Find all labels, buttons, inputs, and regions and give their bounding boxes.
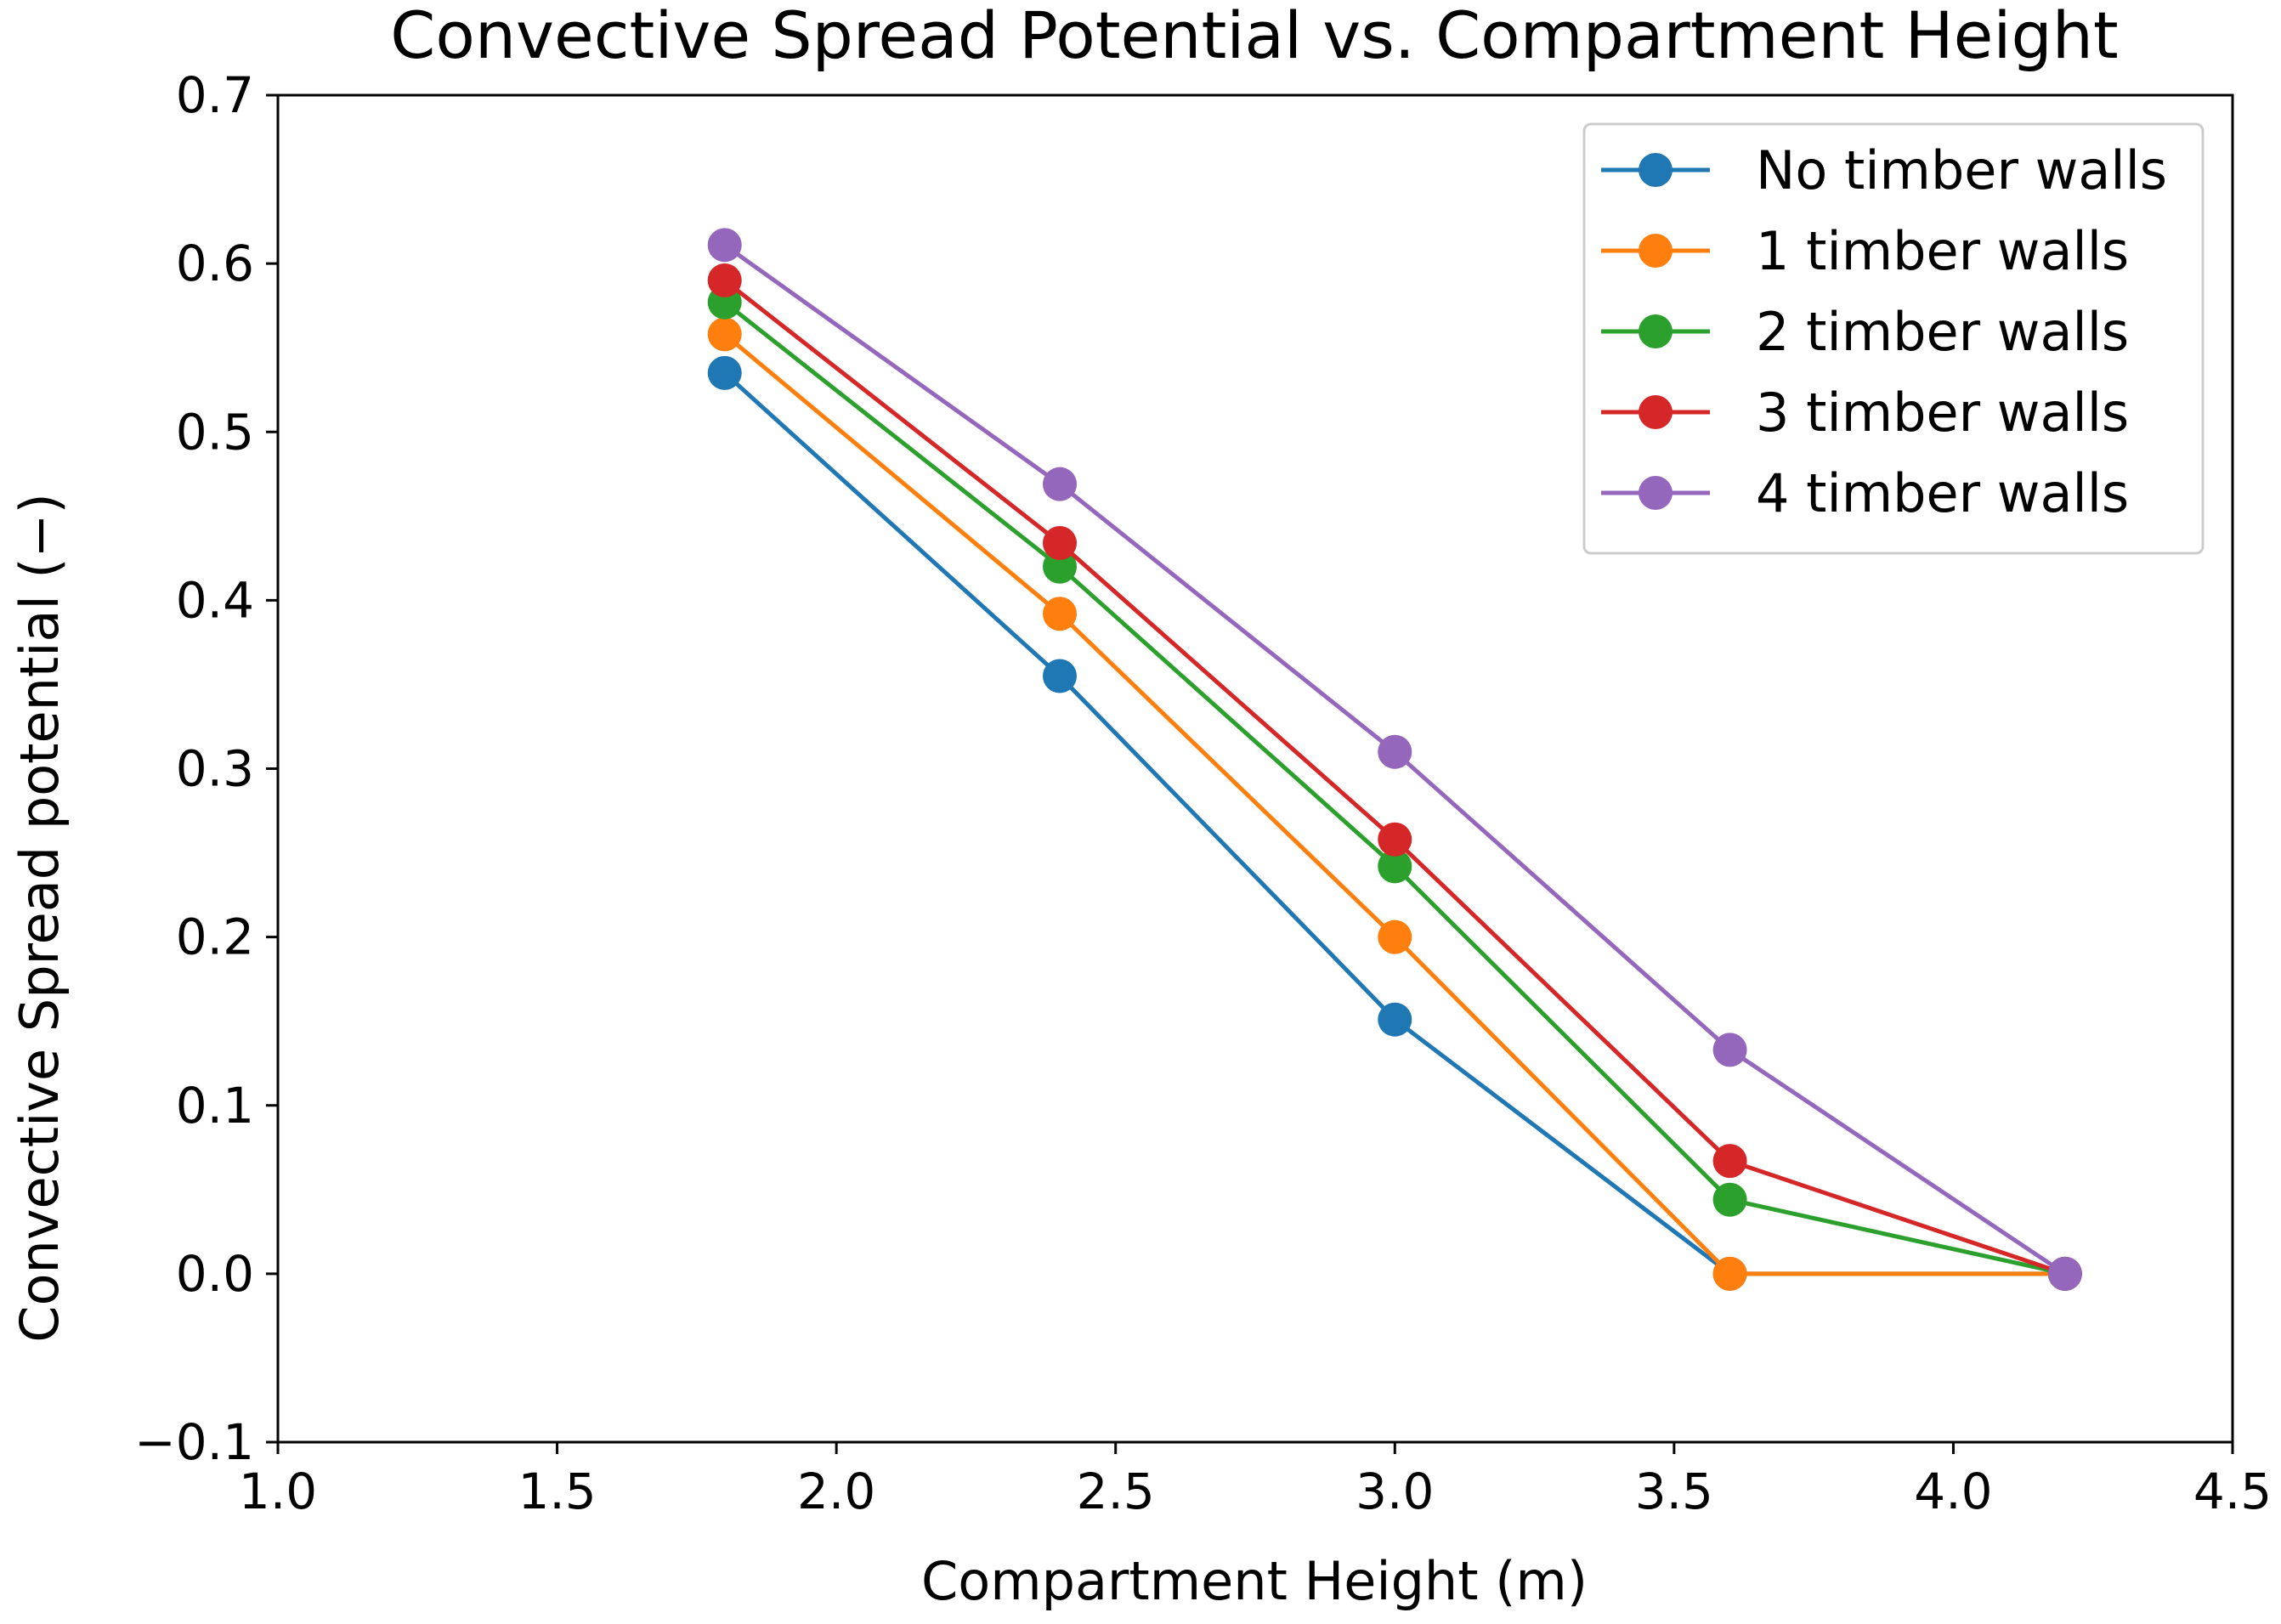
chart-title: Convective Spread Potential vs. Compartm… [390, 0, 2118, 73]
y-axis-label: Convective Spread potential (−) [8, 493, 71, 1342]
y-tick-label: 0.0 [176, 1245, 254, 1303]
data-point [1378, 734, 1412, 769]
data-point [1378, 920, 1412, 954]
legend-box [1582, 122, 2205, 555]
data-point [1712, 1033, 1747, 1067]
data-point [1378, 849, 1412, 884]
legend-item-1-timber-walls: 1 timber walls [1601, 220, 2129, 282]
legend-marker [1639, 314, 1673, 348]
y-tick-label: −0.1 [134, 1413, 254, 1471]
data-point [2047, 1256, 2082, 1291]
y-tick-label: 0.4 [176, 571, 254, 629]
data-point [707, 317, 742, 352]
x-tick-label: 2.5 [1077, 1463, 1155, 1520]
y-tick-label: 0.3 [176, 740, 254, 798]
data-point [1043, 659, 1077, 693]
y-tick-label: 0.2 [176, 908, 254, 966]
data-point [707, 355, 742, 390]
data-point [1043, 549, 1077, 584]
y-tick-label: 0.7 [176, 66, 254, 124]
data-point [1378, 1002, 1412, 1037]
data-point [707, 263, 742, 297]
legend-label: 3 timber walls [1756, 382, 2129, 444]
y-tick-label: 0.6 [176, 235, 254, 292]
x-tick-label: 1.5 [518, 1463, 596, 1520]
legend-label: 2 timber walls [1756, 301, 2129, 363]
data-point [1712, 1144, 1747, 1179]
series-4-timber-walls [707, 228, 2082, 1291]
data-point [1712, 1182, 1747, 1217]
legend-item-3-timber-walls: 3 timber walls [1601, 382, 2129, 444]
legend: No timber walls 1 timber walls 2 timber wa… [1582, 122, 2205, 555]
axes-ticks: 1.0 1.5 2.0 2.5 3.0 3.5 4.0 4.5 −0.1 0.0 0.1 0.2 0.3… [134, 66, 2272, 1520]
plot-frame [276, 93, 2234, 1444]
legend-marker [1639, 234, 1673, 268]
legend-marker [1639, 395, 1673, 429]
x-tick-label: 4.0 [1914, 1463, 1992, 1520]
data-point [1712, 1256, 1747, 1291]
x-tick-label: 4.5 [2193, 1463, 2272, 1520]
x-tick-label: 3.5 [1635, 1463, 1713, 1520]
legend-marker [1639, 153, 1673, 187]
x-tick-label: 3.0 [1356, 1463, 1434, 1520]
legend-item-4-timber-walls: 4 timber walls [1601, 462, 2129, 524]
legend-label: No timber walls [1756, 139, 2167, 201]
legend-item-2-timber-walls: 2 timber walls [1601, 301, 2129, 363]
data-point [1378, 822, 1412, 857]
y-tick-label: 0.5 [176, 403, 254, 461]
legend-label: 4 timber walls [1756, 462, 2129, 524]
data-point [707, 228, 742, 263]
legend-label: 1 timber walls [1756, 220, 2129, 282]
y-tick-label: 0.1 [176, 1077, 254, 1135]
x-tick-label: 2.0 [797, 1463, 875, 1520]
x-axis-label: Compartment Height (m) [921, 1550, 1588, 1612]
data-point [1043, 526, 1077, 561]
data-point [1043, 597, 1077, 631]
legend-marker [1639, 476, 1673, 510]
series-1-timber-walls [707, 317, 2082, 1291]
legend-item-no-timber-walls: No timber walls [1601, 139, 2167, 201]
data-series [707, 228, 2082, 1291]
x-tick-label: 1.0 [239, 1463, 317, 1520]
data-point [1043, 467, 1077, 501]
